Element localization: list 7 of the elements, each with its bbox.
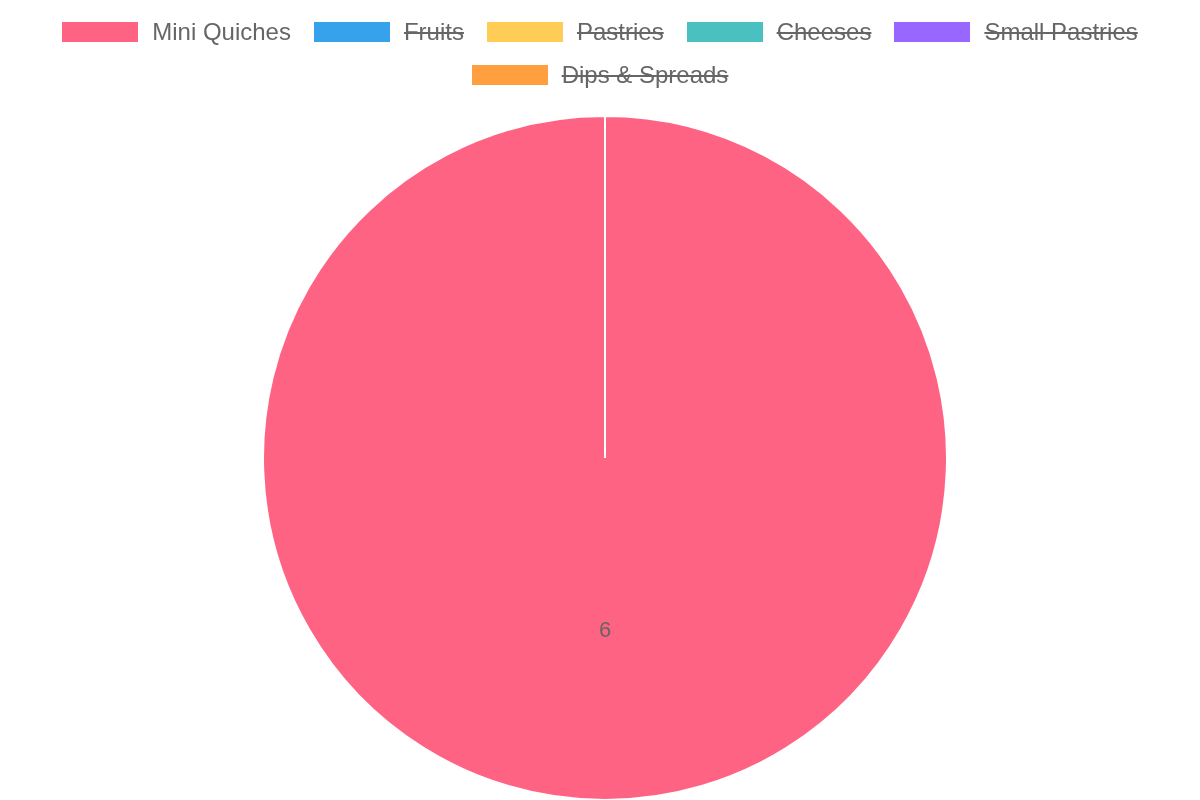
legend-label: Fruits — [403, 17, 464, 47]
legend-label: Mini Quiches — [152, 17, 291, 47]
legend-label: Small Pastries — [984, 17, 1138, 47]
legend-label: Dips & Spreads — [561, 60, 729, 90]
legend-label: Cheeses — [776, 17, 872, 47]
legend-label: Pastries — [576, 17, 664, 47]
data-label: 6 — [598, 616, 612, 642]
